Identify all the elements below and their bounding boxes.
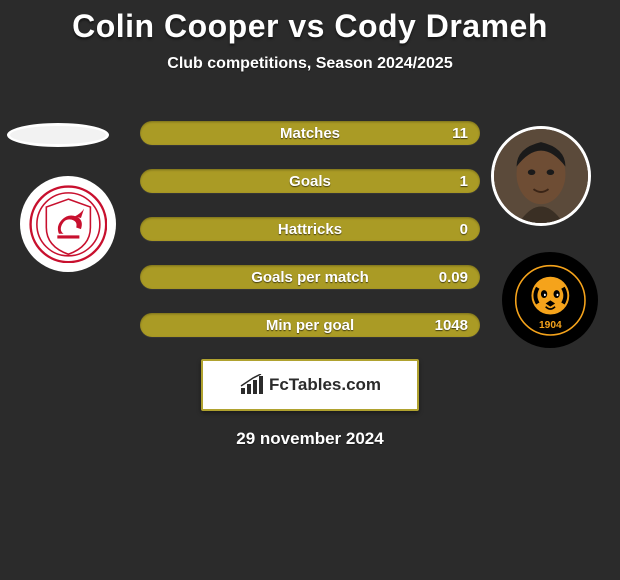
stat-row-matches: Matches 11	[140, 121, 480, 145]
stat-row-min-per-goal: Min per goal 1048	[140, 313, 480, 337]
hull-city-crest-icon: 1904	[511, 261, 590, 340]
stat-row-goals-per-match: Goals per match 0.09	[140, 265, 480, 289]
stat-value: 1	[460, 173, 468, 190]
stat-value: 0.09	[439, 269, 468, 286]
player-right-avatar	[491, 126, 591, 226]
stat-label: Matches	[280, 125, 340, 142]
stat-row-goals: Goals 1	[140, 169, 480, 193]
page-title: Colin Cooper vs Cody Drameh	[0, 0, 620, 45]
stat-label: Goals per match	[251, 269, 369, 286]
player-left-avatar	[7, 123, 109, 147]
stat-label: Goals	[289, 173, 331, 190]
club-right-year: 1904	[539, 320, 562, 331]
bars-icon	[239, 374, 265, 396]
club-left-crest	[20, 176, 116, 272]
stat-label: Hattricks	[278, 221, 342, 238]
stat-value: 1048	[435, 317, 468, 334]
branding-text: FcTables.com	[269, 375, 381, 395]
stat-value: 0	[460, 221, 468, 238]
date-text: 29 november 2024	[0, 429, 620, 449]
subtitle: Club competitions, Season 2024/2025	[0, 55, 620, 73]
club-right-crest: 1904	[502, 252, 598, 348]
stat-label: Min per goal	[266, 317, 354, 334]
middlesbrough-crest-icon	[29, 185, 108, 264]
branding-badge[interactable]: FcTables.com	[201, 359, 419, 411]
stat-row-hattricks: Hattricks 0	[140, 217, 480, 241]
stat-value: 11	[452, 125, 468, 142]
